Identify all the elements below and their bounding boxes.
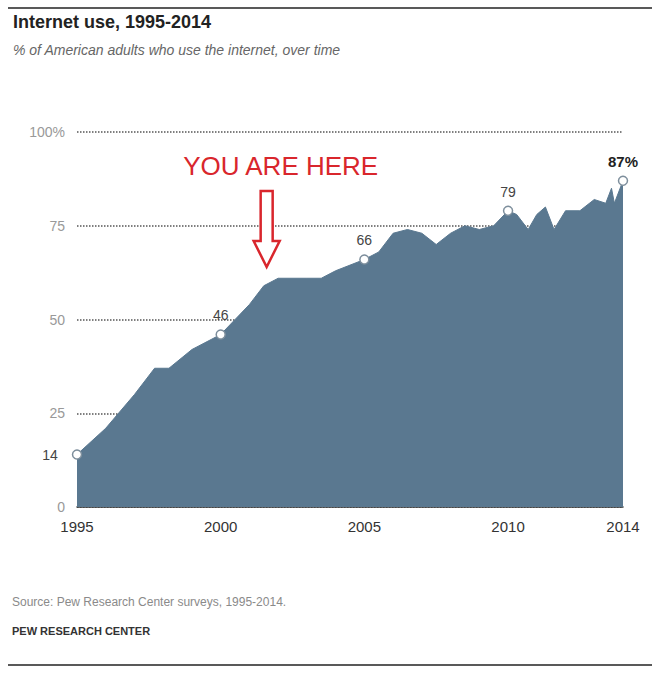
svg-text:YOU ARE HERE: YOU ARE HERE xyxy=(183,151,378,181)
svg-text:87%: 87% xyxy=(608,153,638,170)
svg-text:50: 50 xyxy=(49,312,65,328)
svg-text:2005: 2005 xyxy=(348,518,381,535)
svg-text:PEW RESEARCH CENTER: PEW RESEARCH CENTER xyxy=(12,625,150,637)
svg-text:2010: 2010 xyxy=(491,518,524,535)
svg-text:2014: 2014 xyxy=(606,518,639,535)
svg-text:46: 46 xyxy=(213,307,229,323)
svg-text:79: 79 xyxy=(500,184,516,200)
svg-text:1995: 1995 xyxy=(60,518,93,535)
svg-text:% of American adults who use t: % of American adults who use the interne… xyxy=(13,42,340,58)
svg-text:Source: Pew Research Center su: Source: Pew Research Center surveys, 199… xyxy=(12,595,286,609)
svg-text:Internet use, 1995-2014: Internet use, 1995-2014 xyxy=(13,12,211,32)
svg-text:0: 0 xyxy=(57,499,65,515)
svg-text:75: 75 xyxy=(49,218,65,234)
svg-text:14: 14 xyxy=(42,447,58,463)
svg-text:66: 66 xyxy=(357,232,373,248)
svg-text:100%: 100% xyxy=(29,124,65,140)
svg-text:25: 25 xyxy=(49,405,65,421)
svg-text:2000: 2000 xyxy=(204,518,237,535)
